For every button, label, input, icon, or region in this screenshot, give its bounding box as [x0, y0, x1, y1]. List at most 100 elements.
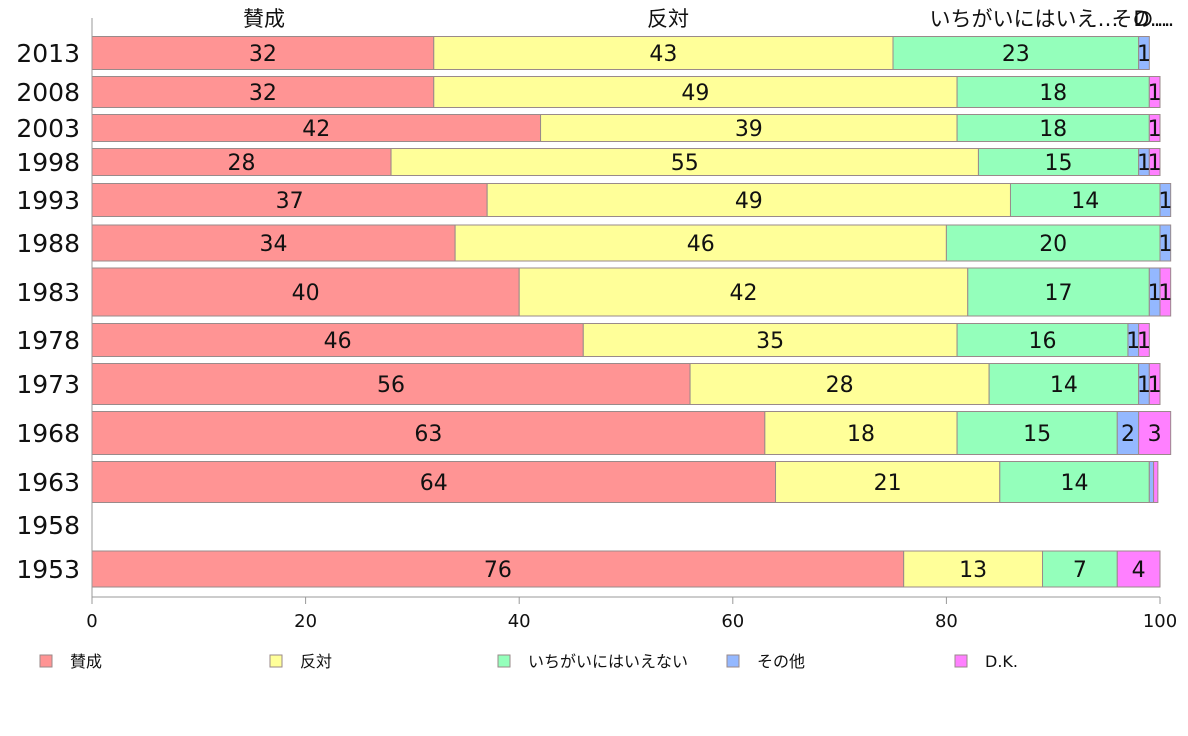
bar-segment — [956, 411, 1118, 455]
legend-item: その他 — [726, 652, 805, 671]
bar-segment — [1159, 224, 1172, 262]
bar-segment — [999, 461, 1150, 503]
bar-segment — [91, 36, 435, 70]
data-label: 1 — [1137, 373, 1151, 398]
bar-row-1978: 1978 46 35 16 11 — [16, 323, 1151, 357]
bar-segment — [956, 323, 1129, 357]
bar-segment — [91, 461, 777, 503]
data-label: 39 — [735, 117, 763, 142]
column-header: いちがいにはいえ… — [930, 7, 1119, 31]
bar-row-2013: 2013 32 43 23 1 — [16, 36, 1151, 70]
year-label: 1978 — [16, 326, 80, 355]
legend-swatch — [39, 654, 53, 668]
bar-segment — [1138, 411, 1172, 455]
bar-segment — [1116, 550, 1161, 588]
bar-segment — [1148, 461, 1155, 503]
legend-item: いちがいにはいえない — [497, 652, 688, 671]
legend-label: いちがいにはいえない — [528, 652, 688, 671]
bar-row-1993: 1993 37 49 14 1 — [16, 183, 1172, 217]
bar-segment — [91, 267, 520, 317]
bar-segment — [91, 550, 905, 588]
data-label: 14 — [1050, 373, 1078, 398]
bar-segment — [1042, 550, 1118, 588]
bar-segment — [433, 36, 894, 70]
bar-segment — [433, 76, 958, 108]
bar-row-1963: 1963 64 21 14 — [16, 461, 1159, 503]
bar-segment — [1148, 114, 1161, 142]
year-label: 1963 — [16, 468, 80, 497]
data-label: 28 — [228, 151, 256, 176]
data-label: 1 — [1158, 189, 1172, 214]
legend-swatch — [269, 654, 283, 668]
data-label: 15 — [1023, 422, 1051, 447]
bar-segment — [582, 323, 958, 357]
bar-segment — [956, 76, 1150, 108]
legend-item: D.K. — [954, 652, 1018, 671]
year-label: 1968 — [16, 419, 80, 448]
data-label: 1 — [1148, 151, 1162, 176]
data-label: 18 — [1039, 81, 1067, 106]
legend: 賛成 反対 いちがいにはいえない その他 D.K. — [39, 652, 1018, 671]
bar-segment — [1148, 148, 1161, 176]
x-tick-label: 40 — [508, 611, 531, 632]
data-label: 76 — [484, 558, 512, 583]
bar-segment — [91, 76, 435, 108]
data-label: 2 — [1121, 422, 1135, 447]
data-label: 1 — [1148, 281, 1162, 306]
year-label: 2003 — [16, 114, 80, 143]
data-label: 43 — [649, 42, 677, 67]
data-label: 64 — [420, 471, 448, 496]
legend-swatch — [954, 654, 968, 668]
bar-segment — [91, 224, 456, 262]
legend-swatch — [497, 654, 511, 668]
legend-label: その他 — [757, 652, 805, 671]
legend-label: D.K. — [985, 652, 1018, 671]
data-label: 1 — [1158, 281, 1172, 306]
data-label: 1 — [1158, 232, 1172, 257]
data-label: 63 — [414, 422, 442, 447]
x-tick-label: 20 — [294, 611, 317, 632]
bar-segment — [1138, 323, 1150, 357]
bar-segment — [988, 363, 1140, 405]
data-label: 56 — [377, 373, 405, 398]
data-label: 13 — [959, 558, 987, 583]
data-label: 16 — [1029, 329, 1057, 354]
data-label: 1 — [1126, 329, 1140, 354]
column-header: D… — [1133, 7, 1170, 31]
data-label: 20 — [1039, 232, 1067, 257]
data-label: 32 — [249, 81, 277, 106]
x-tick-label: 60 — [721, 611, 744, 632]
bar-segment — [540, 114, 958, 142]
year-label: 1988 — [16, 229, 80, 258]
year-label: 1958 — [16, 511, 80, 540]
bar-segment — [1138, 36, 1150, 70]
bar-segment — [91, 323, 584, 357]
year-label: 1983 — [16, 278, 80, 307]
data-label: 1 — [1137, 329, 1151, 354]
x-tick-label: 0 — [86, 611, 97, 632]
data-label: 1 — [1148, 117, 1162, 142]
legend-label: 賛成 — [70, 652, 102, 671]
data-label: 55 — [671, 151, 699, 176]
bar-segment — [764, 411, 958, 455]
year-label: 1973 — [16, 370, 80, 399]
bar-segment — [689, 363, 990, 405]
data-label: 23 — [1002, 42, 1030, 67]
bar-row-1998: 1998 28 55 15 11 — [16, 148, 1162, 177]
column-header: 反対 — [647, 7, 689, 31]
data-label: 14 — [1061, 471, 1089, 496]
data-label: 37 — [276, 189, 304, 214]
bar-segment — [1153, 461, 1159, 503]
bar-segment — [892, 36, 1140, 70]
year-label: 2008 — [16, 78, 80, 107]
data-label: 42 — [729, 281, 757, 306]
data-label: 49 — [681, 81, 709, 106]
bar-row-1953: 1953 76 13 7 4 — [16, 550, 1161, 588]
data-label: 21 — [874, 471, 902, 496]
bar-segment — [1148, 76, 1161, 108]
bar-segment — [1159, 267, 1172, 317]
data-label: 18 — [1039, 117, 1067, 142]
data-label: 3 — [1148, 422, 1162, 447]
data-label: 28 — [826, 373, 854, 398]
